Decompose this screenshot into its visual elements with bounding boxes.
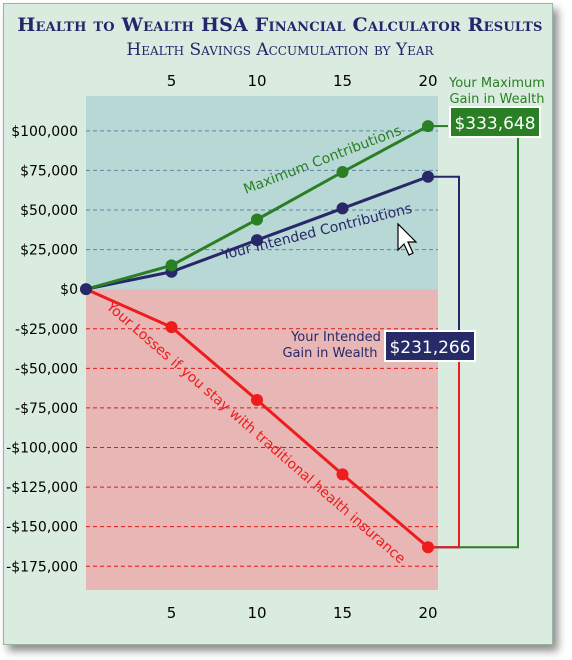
negative-region [86, 289, 438, 590]
x-tick-label-top: 10 [247, 72, 266, 90]
bracket-losses [434, 346, 460, 549]
y-tick-label: -$175,000 [6, 559, 78, 575]
data-point [251, 234, 263, 247]
data-point [336, 468, 349, 481]
data-point [251, 394, 263, 406]
x-tick-label-top: 5 [167, 72, 177, 90]
data-point [336, 202, 349, 215]
x-tick-label-top: 15 [333, 72, 352, 90]
y-tick-label: $100,000 [11, 124, 78, 140]
y-tick-label: -$125,000 [6, 480, 78, 496]
origin-point [80, 283, 92, 296]
y-tick-label: $25,000 [20, 243, 78, 259]
y-tick-label: -$50,000 [15, 361, 78, 377]
y-tick-label: $75,000 [20, 163, 78, 179]
data-point [165, 321, 178, 334]
chart-title: Health to Wealth HSA Financial Calculato… [17, 14, 543, 36]
callout-intended-label: Gain in Wealth [282, 346, 377, 361]
data-point [422, 120, 434, 133]
data-point [336, 166, 349, 178]
mouse-cursor-icon [397, 222, 418, 256]
x-tick-label-bottom: 15 [333, 604, 352, 622]
callout-intended-label: Your Intended [290, 330, 381, 345]
callout-intended-value: $231,266 [389, 338, 470, 358]
y-tick-label: -$150,000 [6, 520, 78, 536]
callout-max-value: $333,648 [454, 114, 535, 134]
x-tick-label-bottom: 20 [418, 604, 437, 622]
callout-intended-box [384, 330, 476, 362]
callout-max-label: Your Maximum [448, 76, 545, 91]
data-point [422, 170, 434, 183]
positive-region [86, 96, 438, 290]
y-tick-label: -$75,000 [15, 401, 78, 417]
chart-subtitle: Health Savings Accumulation by Year [126, 40, 434, 60]
y-tick-label: -$25,000 [15, 322, 78, 338]
y-tick-label: -$100,000 [6, 441, 78, 457]
callout-max-box [449, 106, 541, 138]
y-tick-label: $0 [60, 282, 78, 298]
data-point [422, 541, 434, 554]
y-tick-label: $50,000 [20, 203, 78, 219]
x-tick-label-bottom: 5 [167, 604, 177, 622]
x-tick-label-top: 20 [418, 72, 437, 90]
data-point [251, 213, 263, 226]
callout-max-label: Gain in Wealth [449, 92, 544, 107]
data-point [165, 259, 178, 272]
x-tick-label-bottom: 10 [247, 604, 266, 622]
